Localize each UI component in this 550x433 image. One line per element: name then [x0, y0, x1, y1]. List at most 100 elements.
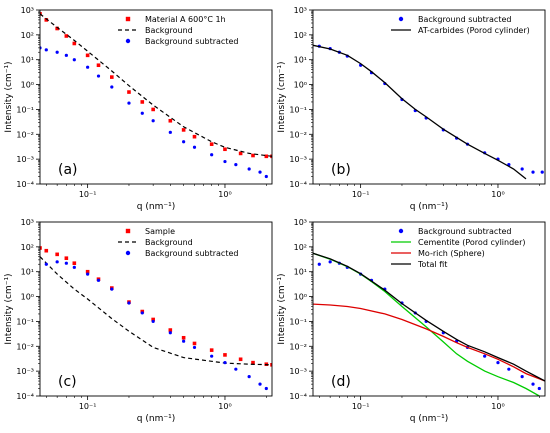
data-point-square — [96, 63, 101, 68]
data-point-circle — [86, 65, 90, 69]
x-axis-label: q (nm⁻¹) — [410, 414, 448, 424]
y-tick-label: 10³ — [21, 218, 34, 227]
panel-label: (c) — [58, 374, 77, 390]
data-point-circle — [86, 272, 90, 276]
legend-label: AT-carbides (Porod cylinder) — [418, 26, 530, 35]
data-point-circle — [151, 119, 155, 123]
x-tick-label: 10⁻¹ — [352, 190, 370, 199]
data-point-circle — [483, 354, 487, 358]
plot-frame — [312, 9, 546, 185]
data-point-circle — [127, 101, 131, 105]
y-tick-label: 10² — [294, 31, 307, 40]
legend-marker — [125, 228, 131, 234]
data-point-circle — [192, 145, 197, 149]
legend-label: Background subtracted — [418, 227, 511, 236]
data-point-square — [44, 18, 49, 22]
y-tick-label: 10⁻⁴ — [16, 392, 34, 401]
data-point-circle — [96, 278, 101, 282]
data-point-circle — [110, 287, 114, 291]
legend-label: Total fit — [417, 260, 447, 269]
y-tick-label: 10⁻² — [16, 342, 34, 351]
data-point-circle — [328, 260, 332, 264]
data-point-circle — [258, 382, 262, 386]
data-point-circle — [151, 319, 155, 324]
data-point-square — [168, 118, 173, 123]
x-tick-label: 10⁰ — [218, 190, 231, 199]
y-axis-label: Intensity (cm⁻¹) — [277, 273, 287, 344]
data-point-circle — [537, 386, 541, 391]
y-tick-label: 10⁻³ — [16, 367, 34, 376]
y-tick-label: 10⁻³ — [289, 155, 307, 164]
y-tick-label: 10⁻² — [289, 130, 307, 139]
data-point-square — [223, 353, 227, 357]
data-point-circle — [264, 386, 268, 391]
data-point-square — [151, 317, 155, 322]
data-point-circle — [55, 50, 59, 54]
data-point-circle — [496, 361, 500, 365]
legend-label: Background subtracted — [418, 15, 511, 24]
y-tick-label: 10³ — [294, 6, 307, 15]
y-tick-label: 10⁻⁴ — [289, 180, 307, 189]
y-axis-label: Intensity (cm⁻¹) — [4, 273, 14, 344]
data-point-square — [192, 341, 197, 346]
legend-label: Cementite (Porod cylinder) — [418, 238, 526, 247]
chart-panel-2: 10⁻¹ 10⁰ 10⁻⁴ 10⁻³ 10⁻² 10⁻¹ 10⁰ 10¹ 10² 10³ q (nm… — [277, 6, 546, 212]
x-tick-label: 10⁰ — [218, 402, 231, 411]
y-tick-label: 10² — [294, 243, 307, 252]
data-point-square — [55, 252, 59, 257]
legend-label: Background — [145, 238, 193, 247]
legend-label: Background subtracted — [145, 249, 238, 258]
plot-frame — [312, 221, 546, 397]
y-tick-label: 10¹ — [294, 268, 307, 277]
data-point-circle — [64, 261, 68, 265]
data-point-circle — [168, 331, 172, 335]
data-point-square — [251, 360, 255, 365]
data-point-square — [192, 134, 197, 139]
data-point-square — [72, 41, 77, 46]
data-point-square — [110, 75, 114, 79]
data-point-circle — [182, 140, 186, 144]
x-tick-label: 10⁻¹ — [79, 190, 97, 199]
data-point-circle — [507, 367, 511, 371]
data-point-square — [181, 335, 186, 340]
data-point-square — [40, 246, 42, 250]
data-point-square — [72, 261, 77, 266]
y-tick-label: 10¹ — [21, 268, 34, 277]
series-line-3 — [313, 303, 545, 382]
data-point-circle — [210, 153, 214, 157]
y-axis-label: Intensity (cm⁻¹) — [277, 61, 287, 132]
chart-panel-4: 10⁻¹ 10⁰ 10⁻⁴ 10⁻³ 10⁻² 10⁻¹ 10⁰ 10¹ 10² 10³ q (nm… — [277, 218, 546, 424]
data-point-circle — [192, 345, 197, 350]
y-tick-label: 10⁰ — [294, 293, 307, 302]
y-tick-label: 10⁻¹ — [289, 105, 307, 114]
data-point-square — [209, 348, 214, 352]
data-point-circle — [44, 48, 48, 52]
y-tick-label: 10⁻⁴ — [16, 180, 34, 189]
data-point-square — [44, 248, 49, 253]
data-point-circle — [168, 130, 172, 134]
data-point-circle — [520, 167, 524, 171]
x-tick-label: 10⁻¹ — [79, 402, 97, 411]
data-point-circle — [96, 74, 101, 78]
data-point-circle — [127, 301, 131, 305]
data-point-square — [209, 142, 214, 146]
data-point-circle — [55, 260, 59, 264]
data-point-square — [55, 26, 59, 31]
y-tick-label: 10² — [21, 243, 34, 252]
data-point-square — [223, 147, 227, 152]
data-point-circle — [223, 159, 227, 164]
y-tick-label: 10⁻² — [289, 342, 307, 351]
data-point-square — [238, 151, 243, 156]
data-point-circle — [531, 382, 535, 386]
data-point-square — [251, 153, 255, 158]
plot-frame — [39, 221, 273, 397]
series-line-4 — [313, 252, 545, 382]
data-point-square — [140, 100, 145, 104]
data-point-circle — [264, 174, 268, 179]
legend-marker — [125, 16, 131, 22]
data-point-square — [264, 154, 269, 159]
data-point-circle — [317, 262, 321, 266]
data-point-circle — [531, 170, 535, 174]
legend-label: Background — [145, 26, 193, 35]
series-line-2 — [40, 256, 272, 366]
